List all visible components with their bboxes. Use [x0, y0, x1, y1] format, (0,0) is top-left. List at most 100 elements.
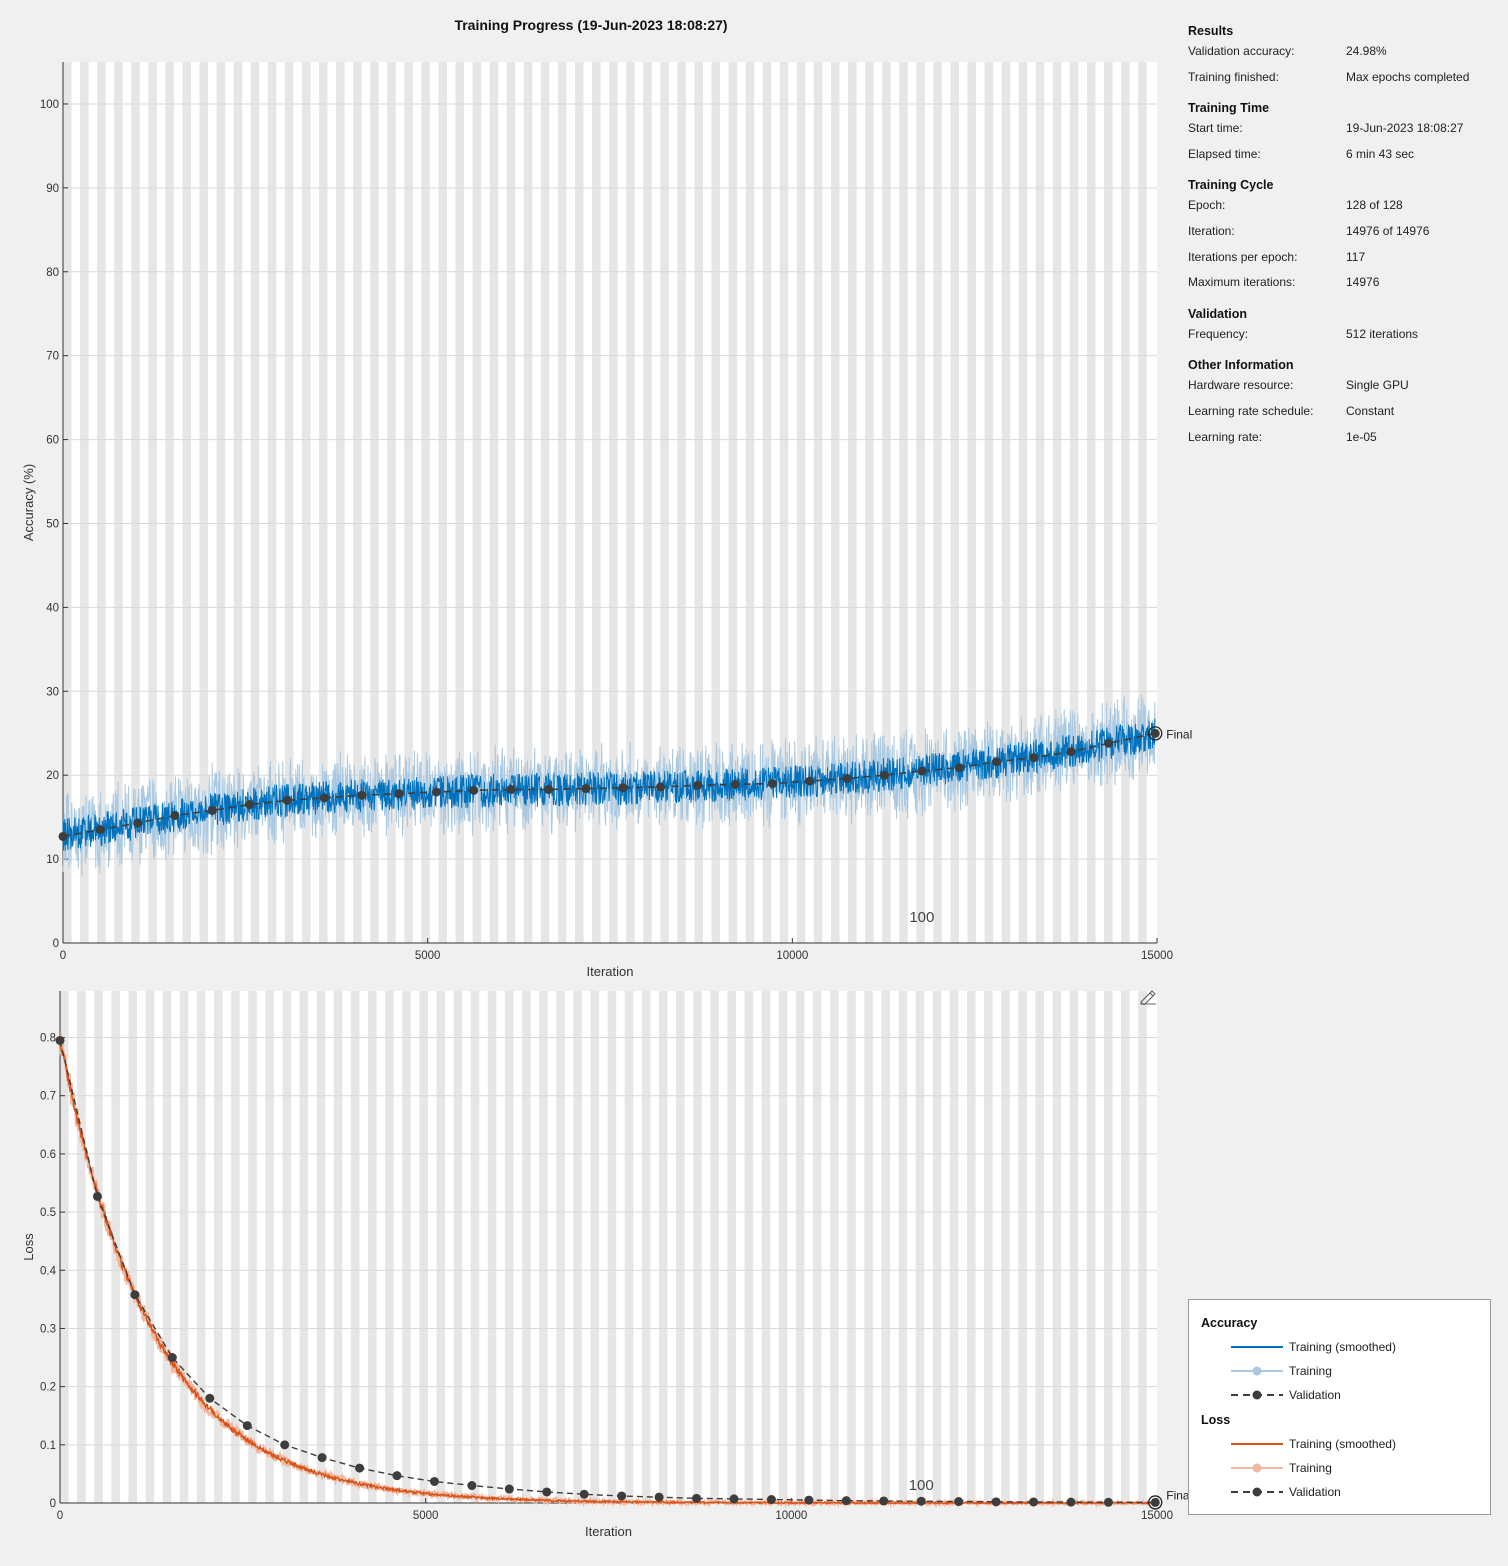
info-value: 6 min 43 sec: [1346, 146, 1415, 161]
info-value: Single GPU: [1346, 378, 1409, 393]
y-tick-label: 0: [50, 1498, 56, 1510]
info-key: Frequency:: [1188, 326, 1249, 341]
epoch-band: [1001, 991, 1010, 1503]
epoch-band: [574, 62, 584, 943]
legend-loss-validation: Validation: [1229, 1484, 1341, 1500]
epoch-band: [950, 62, 959, 943]
epoch-band: [216, 62, 226, 943]
x-tick-label: 15000: [1141, 1510, 1173, 1522]
loss-validation-point: [991, 1497, 1001, 1507]
loss-validation-point: [355, 1463, 365, 1473]
acc-validation-point: [1066, 747, 1076, 757]
loss-plot[interactable]: 00.10.20.30.40.50.60.70.80 5000 10000 15000…: [0, 0, 1192, 1566]
epoch-band: [590, 991, 600, 1503]
epoch-band: [77, 991, 86, 1503]
x-tick-label: 5000: [413, 1510, 439, 1522]
info-row: Start time: 19-Jun-2023 18:08:27: [1188, 121, 1498, 147]
acc-validation-swatch: [1231, 1390, 1283, 1400]
epoch-band: [179, 991, 189, 1503]
epoch-band: [710, 991, 719, 1503]
epoch-band: [60, 991, 69, 1503]
legend-acc-training: Training: [1229, 1363, 1332, 1379]
epoch-band: [114, 62, 123, 943]
loss-final-marker: [1148, 1495, 1163, 1510]
epoch-band: [1069, 991, 1079, 1503]
loss-validation-point: [429, 1476, 439, 1486]
y-tick-label: 100: [40, 99, 59, 111]
info-value: Constant: [1346, 403, 1395, 418]
epoch-band: [813, 62, 823, 943]
epoch-band: [94, 991, 103, 1503]
y-tick-label: 70: [46, 351, 59, 363]
epoch-band: [1001, 62, 1011, 943]
epoch-band: [1121, 991, 1130, 1503]
info-section-heading: Training Cycle: [1188, 178, 1274, 193]
loss-validation-point: [205, 1393, 215, 1403]
epoch-band: [1103, 991, 1113, 1503]
epoch-band: [864, 991, 873, 1503]
acc-validation-point: [357, 790, 367, 800]
epoch-band: [214, 991, 223, 1503]
legend-label: Validation: [1289, 1388, 1341, 1402]
acc-final-marker: [1148, 726, 1163, 741]
epoch-band: [523, 62, 533, 943]
legend-accuracy-title: Accuracy: [1201, 1316, 1258, 1330]
info-row: Hardware resource: Single GPU: [1188, 378, 1498, 404]
acc-validation-point: [655, 782, 665, 792]
epoch-band: [1138, 991, 1147, 1503]
acc-validation-point: [730, 779, 740, 789]
epoch-band: [267, 62, 277, 943]
acc-training-swatch: [1231, 1366, 1283, 1376]
acc-validation-point: [431, 787, 441, 797]
acc-validation-point: [394, 789, 404, 799]
loss-validation-point: [1029, 1497, 1039, 1507]
legend-loss-title: Loss: [1201, 1413, 1231, 1427]
y-tick-label: 20: [46, 770, 59, 782]
epoch-band: [830, 991, 839, 1503]
y-tick-label: 0.8: [40, 1033, 56, 1045]
loss-validation-point: [317, 1453, 327, 1463]
x-tick-label: 0: [60, 950, 66, 962]
x-tick-label: 0: [57, 1510, 63, 1522]
loss-validation-point: [766, 1495, 776, 1505]
epoch-band: [660, 62, 669, 943]
loss-validation-point: [55, 1035, 65, 1045]
epoch-band: [658, 991, 668, 1503]
y-tick-label: 30: [46, 686, 59, 698]
epoch-band: [419, 991, 428, 1503]
epoch-band: [438, 62, 447, 943]
epoch-band: [865, 62, 874, 943]
acc-validation-point: [282, 795, 292, 805]
y-tick-label: 0.7: [40, 1091, 56, 1103]
loss-validation-point: [729, 1494, 739, 1504]
y-tick-label: 40: [46, 602, 59, 614]
epoch-band: [284, 62, 294, 943]
loss-validation-point: [467, 1481, 477, 1491]
epoch-band: [881, 991, 890, 1503]
x-axis-label: Iteration: [585, 1524, 632, 1539]
epoch-band: [1069, 62, 1079, 943]
acc-final-label: Final: [1166, 727, 1192, 741]
epoch-band: [80, 62, 89, 943]
info-row: Training finished: Max epochs completed: [1188, 70, 1498, 96]
acc-validation-point: [543, 784, 553, 794]
epoch-band: [350, 991, 360, 1503]
info-row: Learning rate schedule: Constant: [1188, 404, 1498, 430]
epoch-band: [455, 62, 465, 943]
epoch-band: [333, 991, 343, 1503]
y-tick-label: 0.1: [40, 1440, 56, 1452]
loss-validation-point: [130, 1290, 140, 1300]
info-key: Learning rate schedule:: [1188, 403, 1314, 418]
acc-validation-point: [693, 780, 703, 790]
acc-validation-point: [170, 810, 180, 820]
edit-axes-icon[interactable]: [1139, 989, 1157, 1005]
loss-validation-swatch: [1231, 1487, 1283, 1497]
info-row: Frequency: 512 iterations: [1188, 327, 1498, 353]
epoch-band: [421, 62, 430, 943]
accuracy-plot[interactable]: 0 10 20 30 40 50 60 70 80 90 100 0 5000 10000 15000 Ite…: [0, 0, 1192, 990]
epoch-band: [336, 62, 345, 943]
epoch-band: [677, 62, 686, 943]
epoch-band: [694, 62, 703, 943]
epoch-band: [282, 991, 292, 1503]
epoch-band: [882, 62, 891, 943]
